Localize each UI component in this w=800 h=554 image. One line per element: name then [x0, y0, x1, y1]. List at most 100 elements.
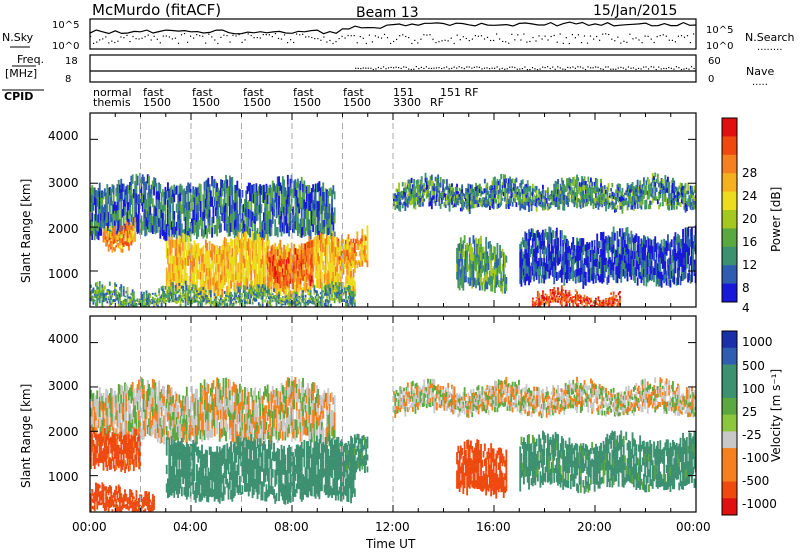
echo-cell — [528, 229, 530, 239]
echo-cell — [260, 241, 263, 251]
echo-cell — [601, 185, 604, 190]
nave-label: Nave — [746, 65, 774, 78]
echo-cell — [188, 210, 191, 220]
echo-cell — [631, 234, 634, 243]
echo-cell — [495, 274, 498, 281]
echo-cell — [138, 223, 140, 233]
echo-cell — [333, 236, 336, 247]
echo-cell — [602, 193, 605, 198]
echo-cell — [126, 184, 129, 194]
echo-cell — [297, 226, 299, 236]
nsearch-trace-dot — [108, 42, 110, 44]
echo-cell — [95, 228, 97, 237]
echo-cell — [328, 226, 331, 235]
echo-cell — [673, 195, 676, 201]
echo-cell — [91, 212, 94, 222]
echo-cell — [640, 268, 643, 276]
echo-cell — [529, 265, 532, 275]
echo-cell — [170, 270, 173, 279]
echo-cell — [356, 262, 359, 269]
echo-cell — [616, 257, 619, 266]
echo-cell — [342, 249, 345, 255]
echo-cell — [483, 178, 486, 184]
echo-cell — [163, 230, 166, 240]
echo-cell — [256, 283, 259, 294]
echo-cell — [269, 210, 272, 220]
echo-cell — [246, 225, 249, 234]
echo-cell — [519, 275, 522, 284]
echo-cell — [167, 272, 169, 281]
echo-cell — [582, 238, 585, 247]
echo-cell — [276, 256, 279, 263]
echo-cell — [679, 202, 682, 208]
echo-cell — [636, 252, 639, 261]
echo-cell — [597, 206, 600, 210]
echo-cell — [530, 199, 533, 204]
echo-cell — [406, 203, 409, 208]
echo-cell — [249, 238, 251, 248]
echo-cell — [615, 266, 618, 275]
nave-trace-dot — [625, 68, 627, 70]
echo-cell — [221, 253, 224, 263]
echo-cell — [246, 278, 249, 288]
echo-cell — [180, 185, 183, 196]
echo-cell — [459, 207, 462, 212]
echo-cell — [463, 193, 466, 197]
echo-cell — [183, 254, 186, 264]
echo-cell — [327, 236, 330, 245]
echo-cell — [562, 180, 565, 186]
echo-cell — [140, 215, 143, 226]
echo-cell — [459, 269, 462, 278]
echo-cell — [482, 246, 485, 253]
freq-traces — [90, 66, 696, 72]
echo-cell — [155, 182, 158, 192]
echo-cell — [283, 215, 286, 225]
echo-cell — [566, 253, 568, 261]
nsearch-trace-dot — [480, 35, 483, 37]
echo-cell — [309, 258, 312, 266]
echo-cell — [566, 238, 568, 247]
echo-cell — [308, 248, 311, 255]
echo-cell — [501, 191, 504, 195]
nsearch-trace-dot — [211, 36, 213, 38]
echo-cell — [98, 281, 101, 285]
echo-cell — [167, 191, 169, 200]
echo-cell — [468, 269, 471, 278]
echo-cell — [664, 261, 667, 268]
echo-cell — [194, 266, 197, 275]
echo-cell — [270, 187, 273, 196]
echo-cell — [286, 194, 289, 204]
echo-cell — [338, 264, 341, 273]
echo-cell — [93, 187, 96, 197]
echo-cell — [495, 267, 498, 275]
echo-cell — [175, 203, 178, 213]
echo-cell — [140, 225, 143, 235]
nsearch-trace-dot — [629, 33, 631, 35]
echo-cell — [300, 288, 303, 297]
echo-cell — [629, 237, 631, 244]
echo-cell — [538, 197, 541, 201]
echo-cell — [637, 250, 640, 257]
echo-cell — [467, 197, 470, 203]
nave-trace-dot — [557, 66, 559, 68]
echo-cell — [403, 194, 405, 199]
nave-trace-dot — [418, 68, 420, 70]
echo-cell — [240, 255, 243, 264]
echo-cell — [486, 203, 489, 208]
echo-cell — [106, 231, 109, 235]
echo-cell — [114, 220, 116, 230]
echo-cell — [497, 279, 500, 287]
nsearch-label: N.Search — [745, 31, 795, 44]
echo-cell — [193, 227, 196, 236]
echo-cell — [163, 201, 166, 211]
echo-cell — [261, 273, 264, 283]
echo-cell — [178, 252, 181, 262]
echo-cell — [302, 201, 304, 210]
echo-cell — [605, 236, 607, 244]
echo-cell — [413, 193, 416, 199]
echo-cell — [495, 181, 498, 186]
echo-cell — [531, 196, 534, 202]
echo-cell — [555, 254, 558, 264]
echo-cell — [164, 195, 167, 205]
echo-cell — [351, 259, 354, 268]
